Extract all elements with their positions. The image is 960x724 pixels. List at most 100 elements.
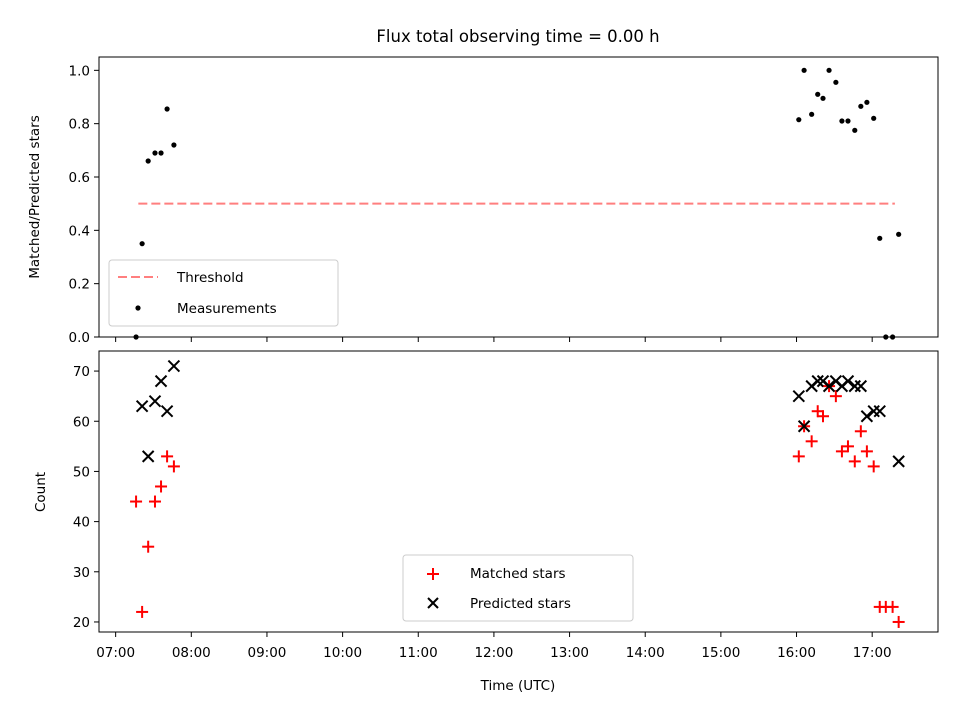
x-tick-label: 12:00 <box>474 645 513 661</box>
predicted-star-point <box>154 374 168 388</box>
measurement-point <box>877 235 883 241</box>
measurement-point <box>852 127 858 133</box>
predicted-star-point <box>873 405 886 418</box>
matched-star-point <box>854 425 867 438</box>
predicted-star-point <box>797 420 811 433</box>
legend-matched-label: Matched stars <box>470 566 566 582</box>
predicted-star-point <box>141 450 155 463</box>
matched-star-point <box>835 445 848 458</box>
measurement-point <box>871 115 877 121</box>
x-tick-label: 15:00 <box>701 645 740 661</box>
top-y-axis-label: Matched/Predicted stars <box>27 115 43 278</box>
bottom-legend: Matched stars Predicted stars <box>402 554 634 622</box>
bottom-y-tick-label: 70 <box>73 364 90 380</box>
top-y-tick-label: 0.4 <box>69 223 90 239</box>
measurement-point <box>801 67 807 73</box>
matched-star-point <box>136 605 149 618</box>
predicted-star-point <box>811 374 824 388</box>
legend-matched-swatch <box>427 568 439 580</box>
x-tick-label: 09:00 <box>247 645 286 661</box>
matched-star-point <box>892 615 905 628</box>
bottom-axes-frame <box>98 350 939 633</box>
measurement-point <box>152 150 158 156</box>
top-axes-frame <box>98 56 939 338</box>
x-tick-label: 10:00 <box>323 645 362 661</box>
x-tick-label: 17:00 <box>853 645 892 661</box>
legend-measurements-label: Measurements <box>177 301 277 317</box>
chart-title: Flux total observing time = 0.00 h <box>376 27 659 46</box>
top-panel: 0.0 0.2 0.4 0.6 0.8 1.0 Matched/Predicted sta… <box>27 56 939 346</box>
matched-star-point <box>161 450 174 463</box>
matched-star-point <box>130 495 143 508</box>
bottom-y-tick-label: 60 <box>73 414 90 430</box>
bottom-y-ticks: 20 30 40 50 60 70 <box>73 364 99 631</box>
top-y-ticks: 0.0 0.2 0.4 0.6 0.8 1.0 <box>69 63 99 346</box>
matched-star-point <box>886 600 899 613</box>
predicted-star-point <box>160 405 174 418</box>
matched-star-point <box>805 435 818 448</box>
matched-star-point <box>841 440 854 453</box>
measurement-point <box>858 103 864 109</box>
bottom-y-tick-label: 30 <box>73 565 90 581</box>
legend-predicted-label: Predicted stars <box>470 596 571 612</box>
x-tick-label: 07:00 <box>96 645 135 661</box>
matched-star-point <box>148 495 161 508</box>
predicted-star-point <box>841 374 855 388</box>
predicted-star-point <box>148 394 162 408</box>
measurement-point <box>796 117 802 123</box>
matched-star-point <box>155 480 168 493</box>
predicted-star-point <box>892 455 905 468</box>
top-y-tick-label: 0.6 <box>69 170 90 186</box>
measurement-point <box>171 142 177 148</box>
predicted-star-point <box>854 379 868 393</box>
bottom-y-tick-label: 40 <box>73 515 90 531</box>
matched-star-point <box>817 410 830 423</box>
matched-star-point <box>848 455 861 468</box>
matched-star-point <box>142 540 155 553</box>
predicted-star-point <box>167 359 181 373</box>
predicted-star-point <box>860 410 874 423</box>
matched-star-point <box>829 390 842 403</box>
measurement-point <box>158 150 164 156</box>
matched-star-point <box>811 405 824 418</box>
measurement-points <box>133 67 902 340</box>
predicted-star-point <box>822 379 836 393</box>
measurement-point <box>896 231 902 237</box>
legend-threshold-label: Threshold <box>176 270 244 286</box>
top-y-tick-label: 0.2 <box>69 277 90 293</box>
measurement-point <box>809 111 815 117</box>
matched-star-point <box>792 450 805 463</box>
predicted-star-point <box>135 399 149 413</box>
matched-star-point <box>860 445 873 458</box>
measurement-point <box>139 241 145 247</box>
x-tick-label: 08:00 <box>172 645 211 661</box>
bottom-y-tick-label: 50 <box>73 464 90 480</box>
top-x-ticks <box>115 337 873 342</box>
measurement-point <box>826 67 832 73</box>
bottom-y-tick-label: 20 <box>73 615 90 631</box>
bottom-panel: 20 30 40 50 60 70 07:00 08:00 09:00 10:00 11:00 12… <box>33 350 939 694</box>
matched-star-point <box>867 460 880 473</box>
top-y-tick-label: 1.0 <box>69 63 90 79</box>
predicted-star-point <box>792 389 806 403</box>
legend-measurements-swatch <box>135 305 141 311</box>
bottom-x-ticks: 07:00 08:00 09:00 10:00 11:00 12:00 13:00 14:00… <box>96 632 892 661</box>
top-legend: Threshold Measurements <box>108 259 339 327</box>
x-axis-label: Time (UTC) <box>480 678 556 694</box>
x-tick-label: 16:00 <box>777 645 816 661</box>
legend-predicted-swatch <box>427 597 439 609</box>
x-tick-label: 13:00 <box>550 645 589 661</box>
measurement-point <box>164 106 170 112</box>
top-y-tick-label: 0.0 <box>69 330 90 346</box>
measurement-point <box>845 118 851 124</box>
measurement-point <box>815 91 821 97</box>
measurement-point <box>839 118 845 124</box>
measurement-point <box>145 158 151 164</box>
measurement-point <box>864 99 870 105</box>
bottom-y-axis-label: Count <box>33 472 49 512</box>
top-y-tick-label: 0.8 <box>69 117 90 133</box>
x-tick-label: 11:00 <box>399 645 438 661</box>
measurement-point <box>833 79 839 85</box>
matched-star-point <box>167 460 180 473</box>
